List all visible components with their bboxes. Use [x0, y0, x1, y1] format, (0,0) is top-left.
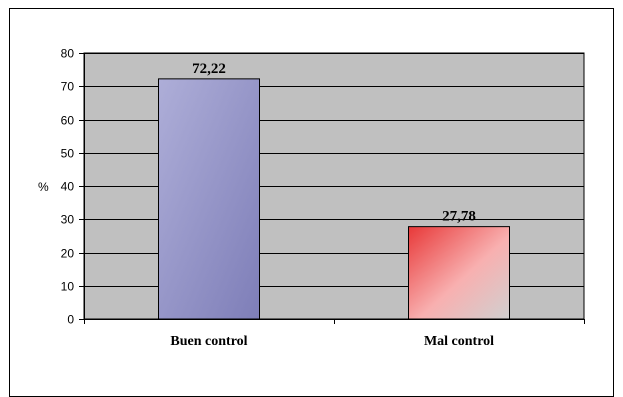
y-tick-label: 50: [61, 147, 75, 161]
bar: [408, 226, 510, 320]
y-tick-label: 70: [61, 80, 75, 94]
bars: 72,22 27,78: [158, 61, 510, 320]
y-tick-label: 10: [61, 280, 75, 294]
x-axis: Buen control Mal control: [84, 319, 585, 349]
bar: [158, 78, 260, 320]
y-tick-label: 0: [67, 313, 74, 327]
y-tick-label: 20: [61, 247, 75, 261]
y-tick-label: 60: [61, 114, 75, 128]
y-tick-label: 40: [61, 180, 75, 194]
x-tick-label: Mal control: [424, 334, 494, 349]
y-axis: 0 10 20 30 40 50 60 70 80: [61, 47, 85, 327]
x-tick-label: Buen control: [170, 334, 247, 349]
data-label: 27,78: [442, 209, 476, 225]
data-label: 72,22: [192, 61, 226, 77]
y-tick-label: 80: [61, 47, 75, 61]
y-axis-label: %: [38, 180, 49, 194]
y-tick-label: 30: [61, 213, 75, 227]
